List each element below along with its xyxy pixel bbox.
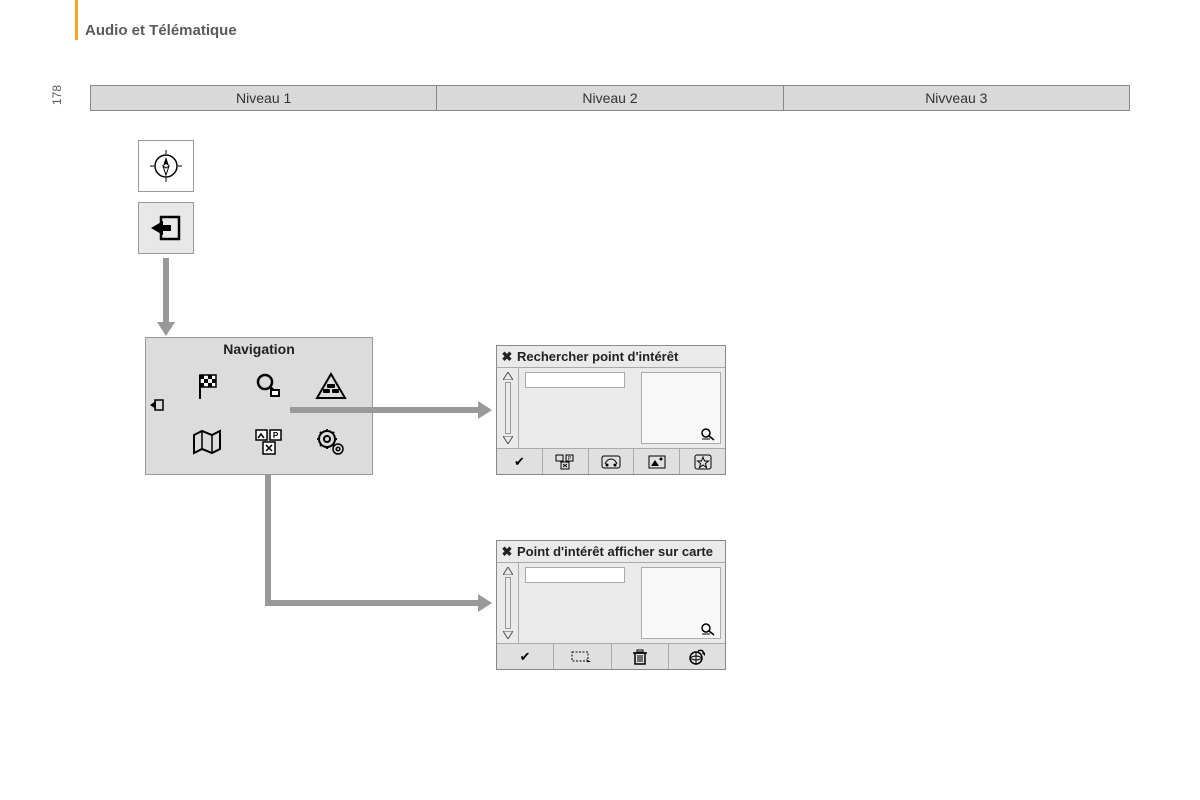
close-icon[interactable]: ✖ [497, 349, 517, 365]
dialog-show-poi-on-map: ✖ Point d'intérêt afficher sur carte ✔ [496, 540, 726, 670]
svg-text:P: P [273, 431, 279, 440]
level-header-table: Niveau 1 Niveau 2 Nivveau 3 [90, 85, 1130, 111]
search-field[interactable] [525, 372, 625, 388]
section-title: Audio et Télématique [85, 22, 237, 39]
search-poi-icon[interactable] [246, 366, 292, 406]
arrow-to-dialog2-h [265, 600, 480, 606]
dialog1-title: Rechercher point d'intérêt [517, 349, 725, 364]
navigation-title: Navigation [146, 341, 372, 357]
destination-flag-icon[interactable] [184, 366, 230, 406]
map-icon[interactable] [184, 422, 230, 462]
page-number: 178 [50, 85, 64, 105]
preview-pane [641, 567, 721, 639]
select-area-button[interactable] [554, 644, 611, 669]
world-button[interactable] [669, 644, 725, 669]
settings-icon[interactable] [308, 422, 354, 462]
navigation-panel: Navigation [145, 337, 373, 475]
page-accent [75, 0, 78, 40]
arrow-to-nav-head [157, 322, 175, 336]
confirm-button[interactable]: ✔ [497, 644, 554, 669]
traffic-icon[interactable] [308, 366, 354, 406]
close-icon[interactable]: ✖ [497, 544, 517, 560]
arrow-to-dialog1 [290, 407, 480, 413]
delete-button[interactable] [612, 644, 669, 669]
poi-categories-icon[interactable]: P [246, 422, 292, 462]
magnifier-icon[interactable] [700, 622, 716, 636]
arrow-to-dialog2-head [478, 594, 492, 612]
level-1-header: Niveau 1 [91, 86, 437, 111]
arrow-to-dialog1-head [478, 401, 492, 419]
search-field[interactable] [525, 567, 625, 583]
level-3-header: Nivveau 3 [783, 86, 1129, 111]
car-button[interactable] [589, 449, 635, 474]
confirm-button[interactable]: ✔ [497, 449, 543, 474]
picture-button[interactable] [634, 449, 680, 474]
back-icon[interactable] [150, 398, 164, 412]
favorite-button[interactable] [680, 449, 725, 474]
dialog-search-poi: ✖ Rechercher point d'intérêt ✔ P [496, 345, 726, 475]
dialog2-title: Point d'intérêt afficher sur carte [517, 544, 725, 559]
magnifier-icon[interactable] [700, 427, 716, 441]
scrollbar[interactable] [497, 368, 519, 448]
arrow-to-dialog2-v [265, 475, 271, 603]
poi-cat-button[interactable]: P [543, 449, 589, 474]
arrow-to-nav [163, 258, 169, 324]
compass-icon[interactable] [138, 140, 194, 192]
level-2-header: Niveau 2 [437, 86, 783, 111]
scrollbar[interactable] [497, 563, 519, 643]
enter-icon[interactable] [138, 202, 194, 254]
preview-pane [641, 372, 721, 444]
